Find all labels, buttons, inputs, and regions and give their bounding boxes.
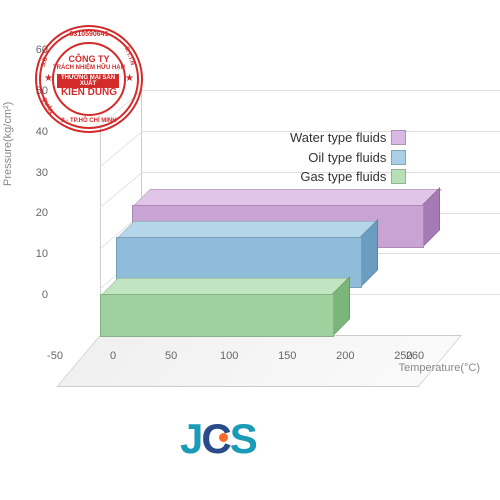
stamp-l1: CÔNG TY [35,54,143,64]
x-tick: 100 [214,350,244,362]
logo-s: S [230,415,256,462]
x-tick: 150 [272,350,302,362]
x-tick: -50 [40,350,70,362]
x-tick: 260 [400,350,430,362]
legend-swatch [391,130,406,145]
star-icon: ★ [125,73,134,84]
stamp-l3: THƯƠNG MẠI SẢN XUẤT [57,74,119,88]
x-axis-label: Temperature(°C) [399,362,480,374]
logo-j: J [180,415,201,462]
x-tick: 50 [156,350,186,362]
legend: Water type fluidsOil type fluidsGas type… [290,128,406,187]
jcs-logo: JCS [180,415,256,463]
legend-label: Gas type fluids [300,167,386,187]
y-axis-label: Pressure(kg/cm²) [2,102,14,186]
legend-swatch [391,150,406,165]
y-tick: 20 [28,207,48,219]
company-stamp: 0310590641 S.Đ C.T.T.N 2 - TP.HỒ CHÍ MIN… [35,25,143,133]
y-tick: 30 [28,167,48,179]
legend-item: Gas type fluids [290,167,406,187]
y-tick: 0 [28,289,48,301]
x-tick: 200 [330,350,360,362]
legend-swatch [391,169,406,184]
legend-label: Water type fluids [290,128,386,148]
legend-item: Oil type fluids [290,148,406,168]
x-tick: 0 [98,350,128,362]
legend-label: Oil type fluids [308,148,386,168]
legend-item: Water type fluids [290,128,406,148]
y-tick: 10 [28,248,48,260]
stamp-l2: TRÁCH NHIỆM HỮU HẠN [35,65,143,71]
stamp-l4: KIẾN DŨNG [35,87,143,98]
star-icon: ★ [44,73,53,84]
